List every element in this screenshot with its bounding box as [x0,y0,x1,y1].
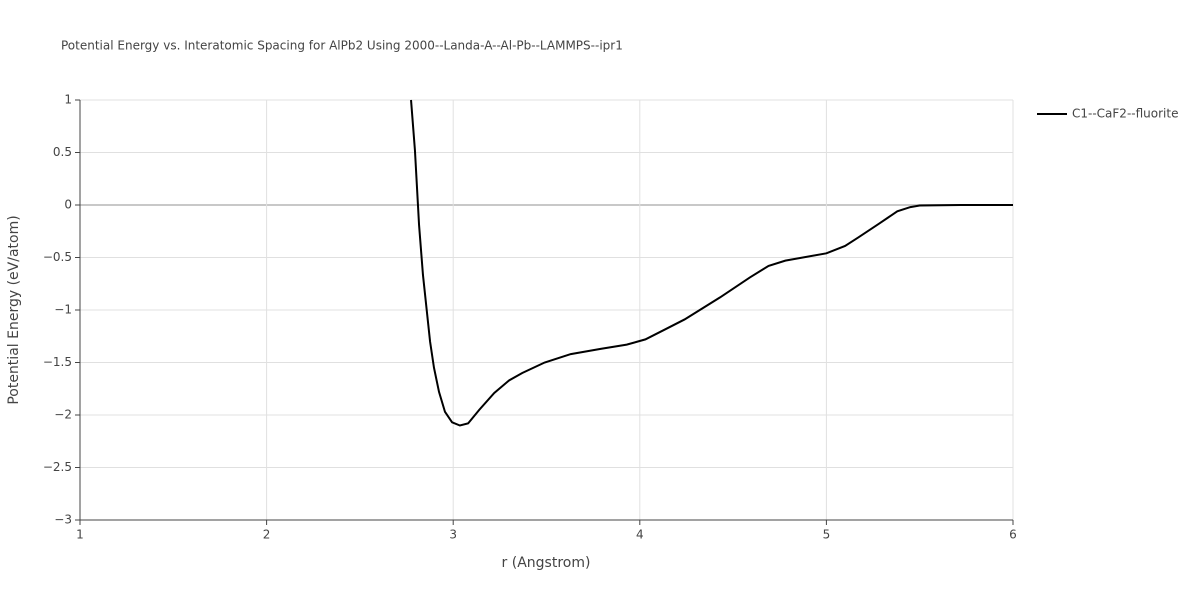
legend-label: C1--CaF2--fluorite [1072,107,1178,121]
x-tick-label: 2 [263,528,271,542]
x-tick-label: 6 [1009,528,1017,542]
y-tick-label: −3 [54,513,72,527]
legend: C1--CaF2--fluorite [1037,107,1178,121]
x-tick-label: 1 [76,528,84,542]
y-tick-label: −1.5 [43,355,72,369]
x-axis-title: r (Angstrom) [502,555,591,571]
y-tick-label: −2.5 [43,460,72,474]
plot-area [410,99,1013,427]
y-axis-title: Potential Energy (eV/atom) [6,215,22,404]
x-tick-label: 4 [636,528,644,542]
chart-title: Potential Energy vs. Interatomic Spacing… [61,39,623,53]
y-tick-label: 0 [64,198,72,212]
y-tick-label: −2 [54,408,72,422]
x-tick-label: 5 [823,528,831,542]
y-tick-label: −1 [54,303,72,317]
y-tick-label: 0.5 [53,145,72,159]
y-tick-label: −0.5 [43,250,72,264]
y-tick-label: 1 [64,93,72,107]
grid: −3 −2.5 −2 −1.5 −1 −0.5 0 0.5 1 1 2 3 4 5 6 [43,93,1017,542]
series-line [410,99,1013,427]
x-tick-label: 3 [449,528,457,542]
